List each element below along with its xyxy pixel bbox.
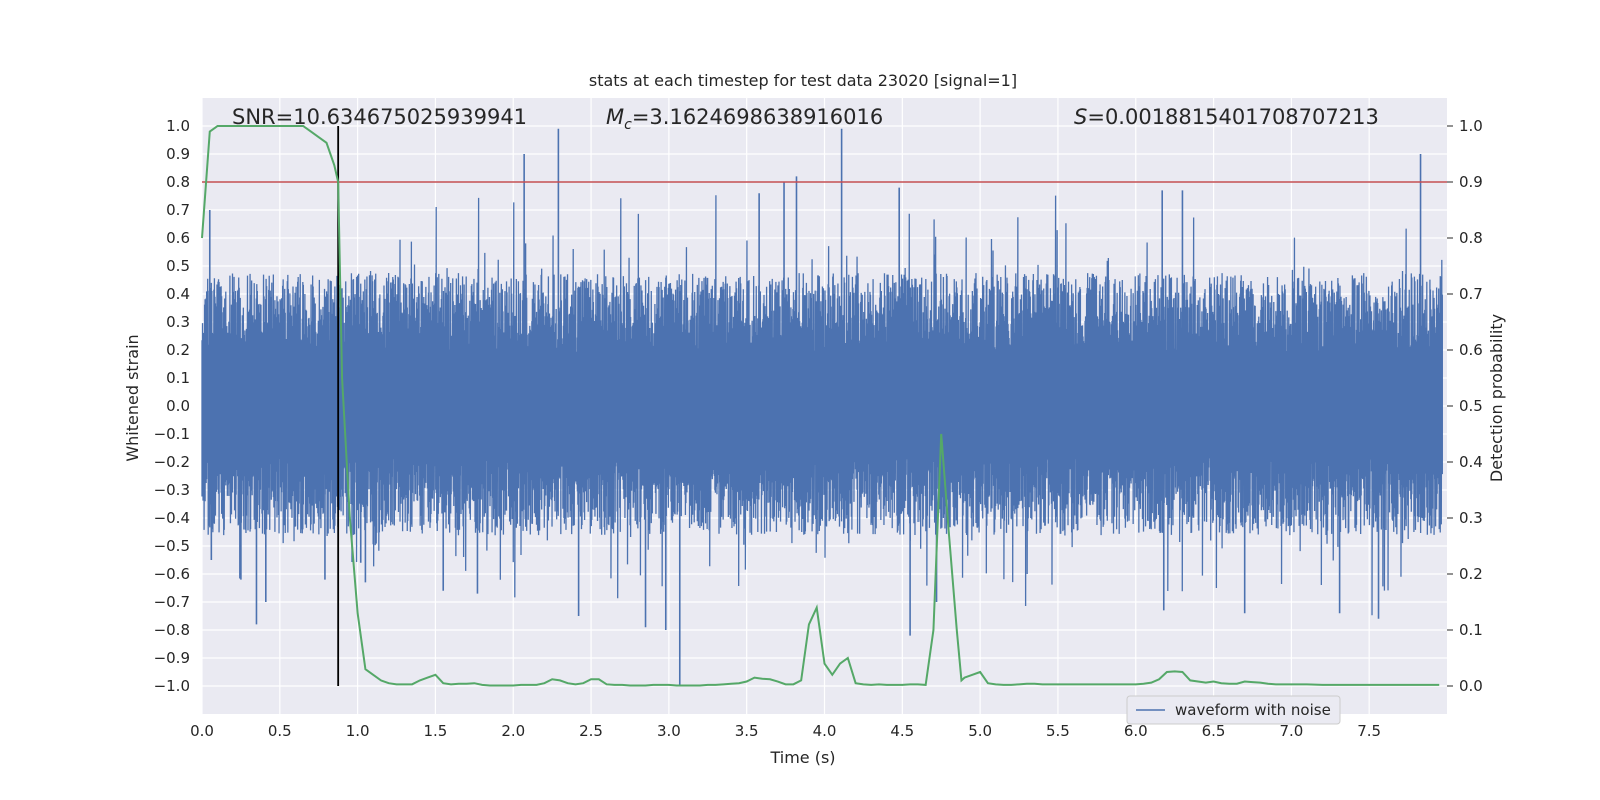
y-tick-label: 1.0 (166, 117, 190, 135)
y-tick-label: 0.2 (166, 341, 190, 359)
x-tick-label: 1.5 (424, 722, 448, 740)
y2-tick-label: 0.2 (1459, 565, 1483, 583)
y2-tick-label: 0.9 (1459, 173, 1483, 191)
legend-waveform-label: waveform with noise (1175, 701, 1331, 719)
x-tick-label: 1.0 (346, 722, 370, 740)
y2-tick-label: 0.0 (1459, 677, 1483, 695)
y-tick-label: 0.4 (166, 285, 190, 303)
y-tick-label: 0.5 (166, 257, 190, 275)
s-symbol: S (1074, 105, 1087, 129)
x-axis-label: Time (s) (769, 748, 835, 767)
x-tick-label: 0.0 (190, 722, 214, 740)
waveform-line (201, 195, 1443, 616)
x-tick-label: 3.5 (735, 722, 759, 740)
y-tick-label: −0.8 (154, 621, 190, 639)
y-tick-label: −1.0 (154, 677, 190, 695)
y2-tick-label: 0.1 (1459, 621, 1483, 639)
x-tick-label: 4.5 (890, 722, 914, 740)
x-tick-label: 2.0 (501, 722, 525, 740)
y2-tick-label: 0.4 (1459, 453, 1483, 471)
chirp-mass-subscript: c (624, 117, 632, 133)
x-tick-label: 5.0 (968, 722, 992, 740)
x-tick-label: 0.5 (268, 722, 292, 740)
chirp-mass-value: =3.1624698638916016 (632, 105, 883, 129)
y2-axis-label: Detection probability (1487, 314, 1506, 482)
y-tick-label: 0.6 (166, 229, 190, 247)
s-value: =0.0018815401708707213 (1087, 105, 1379, 129)
y2-tick-label: 0.6 (1459, 341, 1483, 359)
y-tick-label: 0.1 (166, 369, 190, 387)
y-tick-label: −0.1 (154, 425, 190, 443)
x-tick-label: 4.0 (813, 722, 837, 740)
y-tick-label: 0.7 (166, 201, 190, 219)
y-tick-label: −0.7 (154, 593, 190, 611)
s-annotation: S=0.0018815401708707213 (1074, 105, 1379, 129)
y-tick-label: −0.9 (154, 649, 190, 667)
probability-series (201, 125, 1440, 687)
legend-box (1126, 695, 1341, 725)
y-tick-label: 0.8 (166, 173, 190, 191)
chart-title: stats at each timestep for test data 230… (589, 71, 1017, 90)
x-tick-label: 7.5 (1357, 722, 1381, 740)
y2-tick-label: 0.7 (1459, 285, 1483, 303)
y2-tick-label: 0.8 (1459, 229, 1483, 247)
x-tick-label: 7.0 (1279, 722, 1303, 740)
y-tick-label: −0.2 (154, 453, 190, 471)
y-tick-label: −0.6 (154, 565, 190, 583)
x-tick-label: 6.0 (1124, 722, 1148, 740)
snr-annotation: SNR=10.634675025939941 (232, 105, 527, 129)
probability-line (201, 125, 1440, 687)
x-tick-label: 6.5 (1202, 722, 1226, 740)
y2-tick-label: 0.3 (1459, 509, 1483, 527)
y2-axis-ticks: 1.0 0.9 0.8 0.7 0.6 0.5 0.4 0.3 0.2 0.1 0.0 (1447, 117, 1483, 695)
y-tick-label: −0.3 (154, 481, 190, 499)
y2-tick-label: 1.0 (1459, 117, 1483, 135)
y-axis-label: Whitened strain (123, 334, 142, 461)
chirp-mass-annotation: Mc=3.1624698638916016 (606, 105, 883, 133)
y-tick-label: −0.5 (154, 537, 190, 555)
y-tick-label: 0.0 (166, 397, 190, 415)
legend: waveform with noise (1126, 695, 1341, 725)
x-tick-label: 2.5 (579, 722, 603, 740)
chirp-mass-symbol: M (606, 105, 624, 129)
x-tick-label: 5.5 (1046, 722, 1070, 740)
x-axis-ticks: 0.0 0.5 1.0 1.5 2.0 2.5 3.0 3.5 4.0 4.5 5.0 5.5 6.0 6… (190, 722, 1381, 740)
y-tick-label: −0.4 (154, 509, 190, 527)
y-tick-label: 0.9 (166, 145, 190, 163)
x-tick-label: 3.0 (657, 722, 681, 740)
y-axis-ticks: 1.0 0.9 0.8 0.7 0.6 0.5 0.4 0.3 0.2 0.1 0.0 −0.1 −0.… (154, 117, 190, 695)
y2-tick-label: 0.5 (1459, 397, 1483, 415)
waveform-series (201, 128, 1443, 686)
y-tick-label: 0.3 (166, 313, 190, 331)
